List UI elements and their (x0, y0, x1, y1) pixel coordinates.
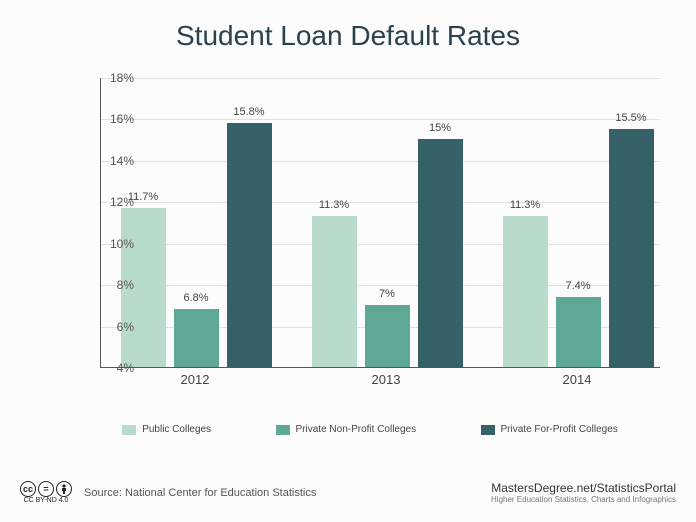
license-badge: cc = CC BY-ND 4.0 (20, 481, 72, 504)
y-tick-label: 12% (98, 195, 134, 209)
bar-value-label: 11.3% (309, 199, 359, 211)
attribution-link: MastersDegree.net/StatisticsPortal (491, 481, 676, 495)
legend-item: Private Non-Profit Colleges (276, 424, 417, 435)
bar (312, 216, 357, 367)
gridline (101, 202, 660, 203)
x-tick-label: 2012 (181, 372, 210, 387)
legend: Public Colleges Private Non-Profit Colleg… (90, 424, 650, 435)
y-tick-label: 14% (98, 154, 134, 168)
legend-swatch (122, 425, 136, 435)
bar-value-label: 15.8% (224, 106, 274, 118)
license-text: CC BY-ND 4.0 (24, 497, 69, 504)
bar (556, 297, 601, 367)
gridline (101, 244, 660, 245)
y-tick-label: 6% (98, 320, 134, 334)
bar (503, 216, 548, 367)
legend-swatch (276, 425, 290, 435)
chart-title: Student Loan Default Rates (0, 0, 696, 62)
y-tick-label: 18% (98, 71, 134, 85)
legend-item: Private For-Profit Colleges (481, 424, 618, 435)
attribution-tagline: Higher Education Statistics, Charts and … (491, 495, 676, 504)
legend-label: Public Colleges (142, 424, 211, 435)
bar (227, 123, 272, 367)
gridline (101, 161, 660, 162)
footer: cc = CC BY-ND 4.0 Source: National Cente… (20, 481, 676, 504)
plot-area: 11.7%6.8%15.8%11.3%7%15%11.3%7.4%15.5% (100, 78, 660, 368)
nd-icon: = (38, 481, 54, 497)
bar-value-label: 7% (362, 288, 412, 300)
bar-value-label: 11.3% (500, 199, 550, 211)
bar-value-label: 6.8% (171, 292, 221, 304)
bar-value-label: 15% (415, 122, 465, 134)
bar (174, 309, 219, 367)
y-tick-label: 8% (98, 278, 134, 292)
legend-item: Public Colleges (122, 424, 211, 435)
legend-label: Private Non-Profit Colleges (296, 424, 417, 435)
y-tick-label: 4% (98, 361, 134, 375)
x-tick-label: 2014 (563, 372, 592, 387)
bar (418, 139, 463, 367)
x-tick-label: 2013 (372, 372, 401, 387)
by-icon (56, 481, 72, 497)
source-text: Source: National Center for Education St… (84, 487, 316, 499)
legend-label: Private For-Profit Colleges (501, 424, 618, 435)
gridline (101, 119, 660, 120)
bar (365, 305, 410, 367)
gridline (101, 78, 660, 79)
y-tick-label: 16% (98, 112, 134, 126)
bar-value-label: 7.4% (553, 280, 603, 292)
cc-icon: cc (20, 481, 36, 497)
legend-swatch (481, 425, 495, 435)
y-tick-label: 10% (98, 237, 134, 251)
chart-area: 11.7%6.8%15.8%11.3%7%15%11.3%7.4%15.5% 4… (60, 78, 660, 388)
bar (609, 129, 654, 367)
bar-value-label: 15.5% (606, 112, 656, 124)
